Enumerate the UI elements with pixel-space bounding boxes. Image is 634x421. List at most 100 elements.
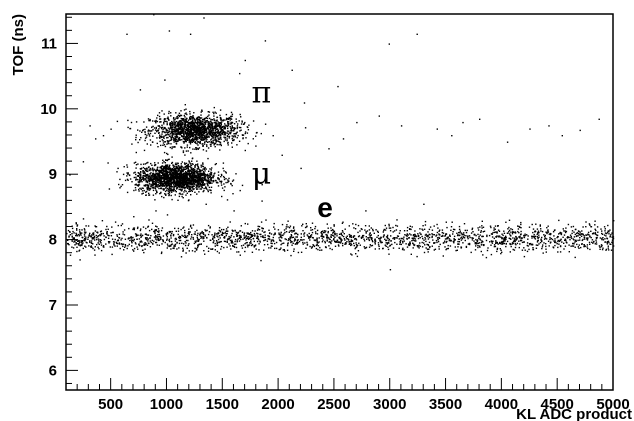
pion-point xyxy=(243,123,245,125)
pion-point xyxy=(220,123,222,125)
electron-point xyxy=(410,234,412,236)
muon-point xyxy=(210,186,213,188)
electron-point xyxy=(505,236,507,239)
pion-point xyxy=(203,127,205,130)
pion-point xyxy=(223,134,225,136)
electron-point xyxy=(238,251,240,253)
electron-point xyxy=(160,236,162,239)
electron-point xyxy=(596,226,599,228)
electron-point xyxy=(607,247,609,249)
pion-point xyxy=(183,120,185,122)
electron-point xyxy=(511,243,514,245)
muon-point xyxy=(123,166,125,168)
electron-point xyxy=(228,235,230,238)
pion-point xyxy=(180,126,182,129)
pion-point xyxy=(172,124,174,126)
electron-point xyxy=(123,229,126,231)
electron-point xyxy=(439,229,441,231)
electron-point xyxy=(232,244,234,247)
electron-point xyxy=(214,249,216,251)
electron-point xyxy=(244,236,246,238)
pion-point xyxy=(210,120,212,123)
muon-point xyxy=(191,157,194,159)
pion-point xyxy=(203,124,206,126)
pion-point xyxy=(159,118,162,120)
pion-point xyxy=(203,130,205,132)
electron-point xyxy=(379,237,381,239)
electron-point xyxy=(153,230,155,233)
muon-point xyxy=(177,171,179,173)
muon-point xyxy=(200,166,202,168)
electron-point xyxy=(480,230,482,232)
electron-point xyxy=(287,226,289,228)
pion-point xyxy=(135,136,137,139)
pion-point xyxy=(214,139,216,141)
muon-point xyxy=(191,187,193,189)
electron-point xyxy=(112,241,115,243)
pion-point xyxy=(178,112,181,114)
pion-point xyxy=(215,126,218,128)
muon-point xyxy=(180,184,182,186)
muon-point xyxy=(146,185,148,187)
electron-point xyxy=(510,228,512,230)
pion-point xyxy=(182,140,185,143)
electron-point xyxy=(504,237,506,239)
muon-point xyxy=(180,177,183,180)
pion-point xyxy=(264,123,267,125)
muon-point xyxy=(176,170,178,172)
electron-point xyxy=(597,231,599,233)
pion-point xyxy=(183,109,186,111)
electron-point xyxy=(123,249,125,251)
pion-point xyxy=(182,132,185,134)
electron-point xyxy=(586,237,588,239)
electron-point xyxy=(493,227,495,229)
electron-point xyxy=(149,240,151,242)
muon-point xyxy=(224,171,227,173)
pion-point xyxy=(166,129,168,131)
muon-point xyxy=(170,189,172,192)
pion-point xyxy=(205,120,207,122)
electron-point xyxy=(139,244,141,247)
pion-point xyxy=(155,126,157,129)
electron-point xyxy=(509,237,511,240)
muon-point xyxy=(192,163,194,165)
pion-point xyxy=(163,131,165,133)
electron-point xyxy=(202,236,205,238)
pion-point xyxy=(174,123,176,125)
muon-point xyxy=(193,176,195,179)
pion-point xyxy=(227,127,229,130)
muon-point xyxy=(171,175,174,178)
muon-point xyxy=(162,171,164,173)
pion-point xyxy=(161,139,163,141)
electron-point xyxy=(371,244,374,247)
muon-point xyxy=(155,172,157,175)
muon-point xyxy=(140,171,142,173)
electron-point xyxy=(310,229,312,231)
electron-point xyxy=(494,228,496,230)
electron-point xyxy=(250,240,252,243)
electron-point xyxy=(368,234,371,236)
electron-point xyxy=(504,235,507,237)
electron-point xyxy=(595,237,598,239)
pion-point xyxy=(200,131,203,134)
electron-point xyxy=(417,246,419,248)
pion-point xyxy=(240,116,242,118)
pion-point xyxy=(195,131,197,133)
electron-point xyxy=(536,233,538,236)
muon-point xyxy=(199,175,201,177)
electron-point xyxy=(605,249,607,251)
electron-point xyxy=(148,242,150,245)
electron-point xyxy=(442,232,445,234)
pion-point xyxy=(234,133,236,135)
muon-point xyxy=(142,170,144,172)
muon-point xyxy=(160,170,162,173)
muon-point xyxy=(208,182,211,185)
muon-point xyxy=(152,176,154,178)
muon-point xyxy=(162,184,164,187)
electron-point xyxy=(218,235,221,237)
pion-point xyxy=(209,131,211,133)
electron-point xyxy=(333,225,335,227)
pion-point xyxy=(189,146,191,149)
pion-point xyxy=(183,129,185,131)
muon-point xyxy=(151,174,154,176)
